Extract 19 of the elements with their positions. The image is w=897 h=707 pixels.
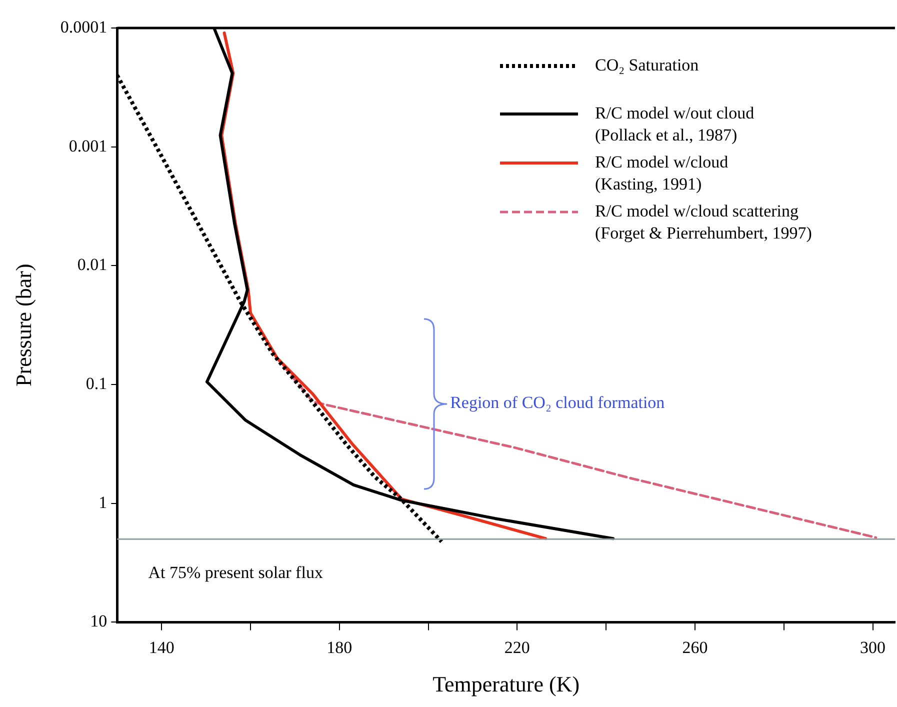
legend-label: R/C model w/cloud scattering (Forget & Pierrehumbert, 1997) [595, 201, 812, 242]
y-tick-label: 0.01 [77, 255, 108, 274]
legend-label: R/C model w/out cloud (Pollack et al., 1987) [595, 103, 755, 144]
y-axis-title: Pressure (bar) [10, 264, 36, 386]
x-tick-label: 180 [326, 638, 352, 657]
y-tick-label: 0.0001 [60, 17, 108, 36]
x-tick-label: 260 [682, 638, 708, 657]
x-tick-label: 140 [148, 638, 174, 657]
annotation: Region of CO₂ cloud formation [450, 393, 666, 412]
y-tick-label: 0.1 [86, 374, 108, 393]
annotation: At 75% present solar flux [148, 562, 324, 582]
y-tick-label: 10 [90, 612, 108, 631]
y-tick-label: 0.001 [68, 136, 108, 156]
x-tick-label: 300 [860, 638, 886, 657]
legend-label: CO₂ Saturation [595, 55, 700, 74]
legend-label: R/C model w/cloud (Kasting, 1991) [595, 152, 729, 194]
x-tick-label: 220 [504, 638, 530, 657]
x-axis-title: Temperature (K) [432, 672, 580, 697]
y-tick-label: 1 [98, 492, 108, 512]
